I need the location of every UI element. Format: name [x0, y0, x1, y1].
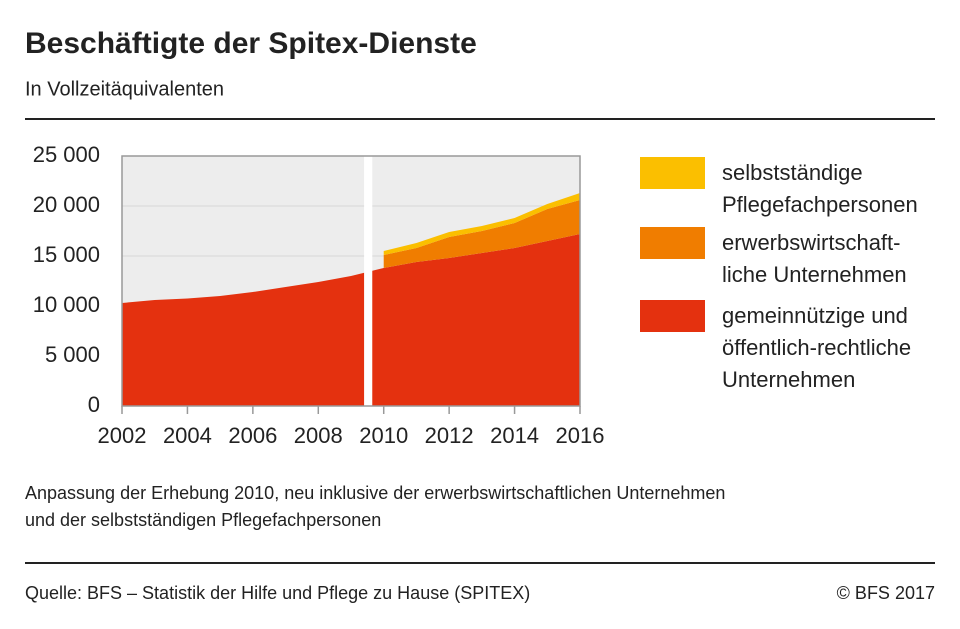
y-tick-label: 25 000	[33, 142, 100, 167]
area	[122, 234, 580, 406]
break-gap	[364, 154, 373, 406]
x-tick-label: 2010	[359, 423, 408, 448]
legend-label: selbstständige Pflegefachpersonen	[722, 160, 918, 217]
chart-title: Beschäftigte der Spitex-Dienste	[25, 27, 477, 60]
source: Quelle: BFS – Statistik der Hilfe und Pf…	[25, 583, 530, 603]
legend-label: gemeinnützige und öffentlich-rechtliche …	[722, 303, 912, 392]
x-tick-label: 2004	[163, 423, 212, 448]
chart-subtitle: In Vollzeitäquivalenten	[25, 78, 224, 100]
x-tick-label: 2002	[98, 423, 147, 448]
plot-border	[121, 155, 581, 407]
x-tick-label: 2012	[425, 423, 474, 448]
y-tick-label: 15 000	[33, 242, 100, 267]
area	[383, 200, 580, 268]
x-tick-label: 2016	[556, 423, 605, 448]
y-tick-label: 5 000	[45, 342, 100, 367]
x-tick-label: 2008	[294, 423, 343, 448]
x-tick-label: 2006	[228, 423, 277, 448]
x-tick-label: 2014	[490, 423, 539, 448]
y-tick-label: 10 000	[33, 292, 100, 317]
note: Anpassung der Erhebung 2010, neu inklusi…	[25, 483, 726, 530]
y-tick-label: 20 000	[33, 192, 100, 217]
legend-label: erwerbswirtschaft- liche Unternehmen	[722, 230, 907, 287]
area	[383, 193, 580, 255]
y-tick-label: 0	[88, 392, 100, 417]
legend-swatch	[640, 157, 705, 189]
legend-swatch	[640, 227, 705, 259]
legend-swatch	[640, 300, 705, 332]
copyright: © BFS 2017	[837, 583, 935, 603]
